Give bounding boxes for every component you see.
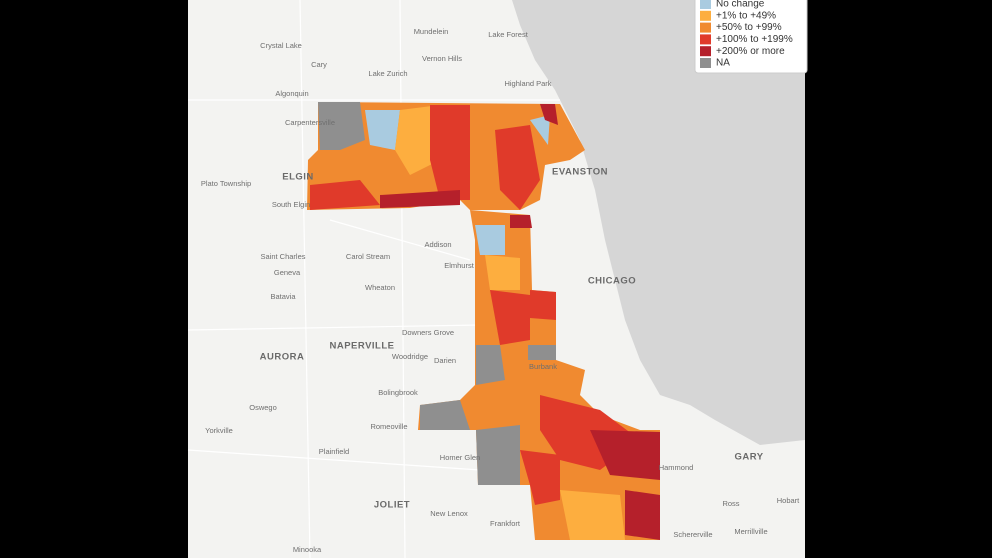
place-label: Lake Forest: [488, 30, 529, 39]
place-label: Burbank: [529, 362, 557, 371]
legend-label: NA: [716, 58, 730, 69]
place-label: South Elgin: [272, 200, 310, 209]
place-label: Plato Township: [201, 179, 251, 188]
place-label: JOLIET: [374, 500, 410, 511]
place-label: Plainfield: [319, 447, 349, 456]
place-label: Woodridge: [392, 352, 428, 361]
place-label: CHICAGO: [588, 276, 636, 287]
place-label: Highland Park: [504, 79, 551, 88]
place-label: New Lenox: [430, 509, 468, 518]
roads: [187, 0, 560, 558]
place-label: Lake Zurich: [368, 69, 407, 78]
legend-swatch: [700, 0, 711, 9]
choropleth: [307, 102, 660, 540]
place-label: Merrillville: [734, 527, 767, 536]
place-label: Frankfort: [490, 519, 521, 528]
place-label: Darien: [434, 356, 456, 365]
place-label: Oswego: [249, 403, 277, 412]
place-label: Downers Grove: [402, 328, 454, 337]
legend-label: +50% to +99%: [716, 22, 782, 33]
place-label: ELGIN: [282, 172, 314, 183]
legend-swatch: [700, 34, 711, 45]
lake-michigan: [512, 0, 805, 445]
place-labels: Crystal Lake Mundelein Lake Forest Cary …: [201, 27, 800, 554]
place-label: Saint Charles: [260, 252, 305, 261]
place-label: Minooka: [293, 545, 322, 554]
place-label: Hobart: [777, 496, 800, 505]
place-label: Elmhurst: [444, 261, 475, 270]
place-label: Algonquin: [275, 89, 308, 98]
place-label: Addison: [424, 240, 451, 249]
legend-label: +100% to +199%: [716, 34, 793, 45]
legend-swatch: [700, 22, 711, 33]
place-label: Crystal Lake: [260, 41, 302, 50]
place-label: GARY: [734, 452, 763, 463]
place-label: Carol Stream: [346, 252, 390, 261]
legend-swatch: [700, 10, 711, 21]
place-label: Hammond: [659, 463, 694, 472]
place-label: Schererville: [673, 530, 712, 539]
legend-label: +200% or more: [716, 46, 785, 57]
place-label: Yorkville: [205, 426, 233, 435]
legend-swatch: [700, 58, 711, 68]
legend: No change+1% to +49%+50% to +99%+100% to…: [694, 0, 808, 74]
place-label: Bolingbrook: [378, 388, 418, 397]
legend-label: No change: [716, 0, 765, 10]
place-label: Geneva: [274, 268, 301, 277]
legend-label: +1% to +49%: [716, 10, 776, 21]
legend-swatch: [700, 46, 711, 57]
place-label: EVANSTON: [552, 167, 608, 178]
place-label: Mundelein: [414, 27, 449, 36]
place-label: Carpentersville: [285, 118, 335, 127]
place-label: Ross: [722, 499, 739, 508]
place-label: NAPERVILLE: [329, 341, 394, 352]
place-label: Batavia: [270, 292, 296, 301]
place-label: AURORA: [260, 352, 305, 363]
place-label: Homer Glen: [440, 453, 480, 462]
place-label: Cary: [311, 60, 327, 69]
place-label: Romeoville: [370, 422, 407, 431]
place-label: Vernon Hills: [422, 54, 462, 63]
legend-box: [694, 0, 808, 74]
place-label: Wheaton: [365, 283, 395, 292]
